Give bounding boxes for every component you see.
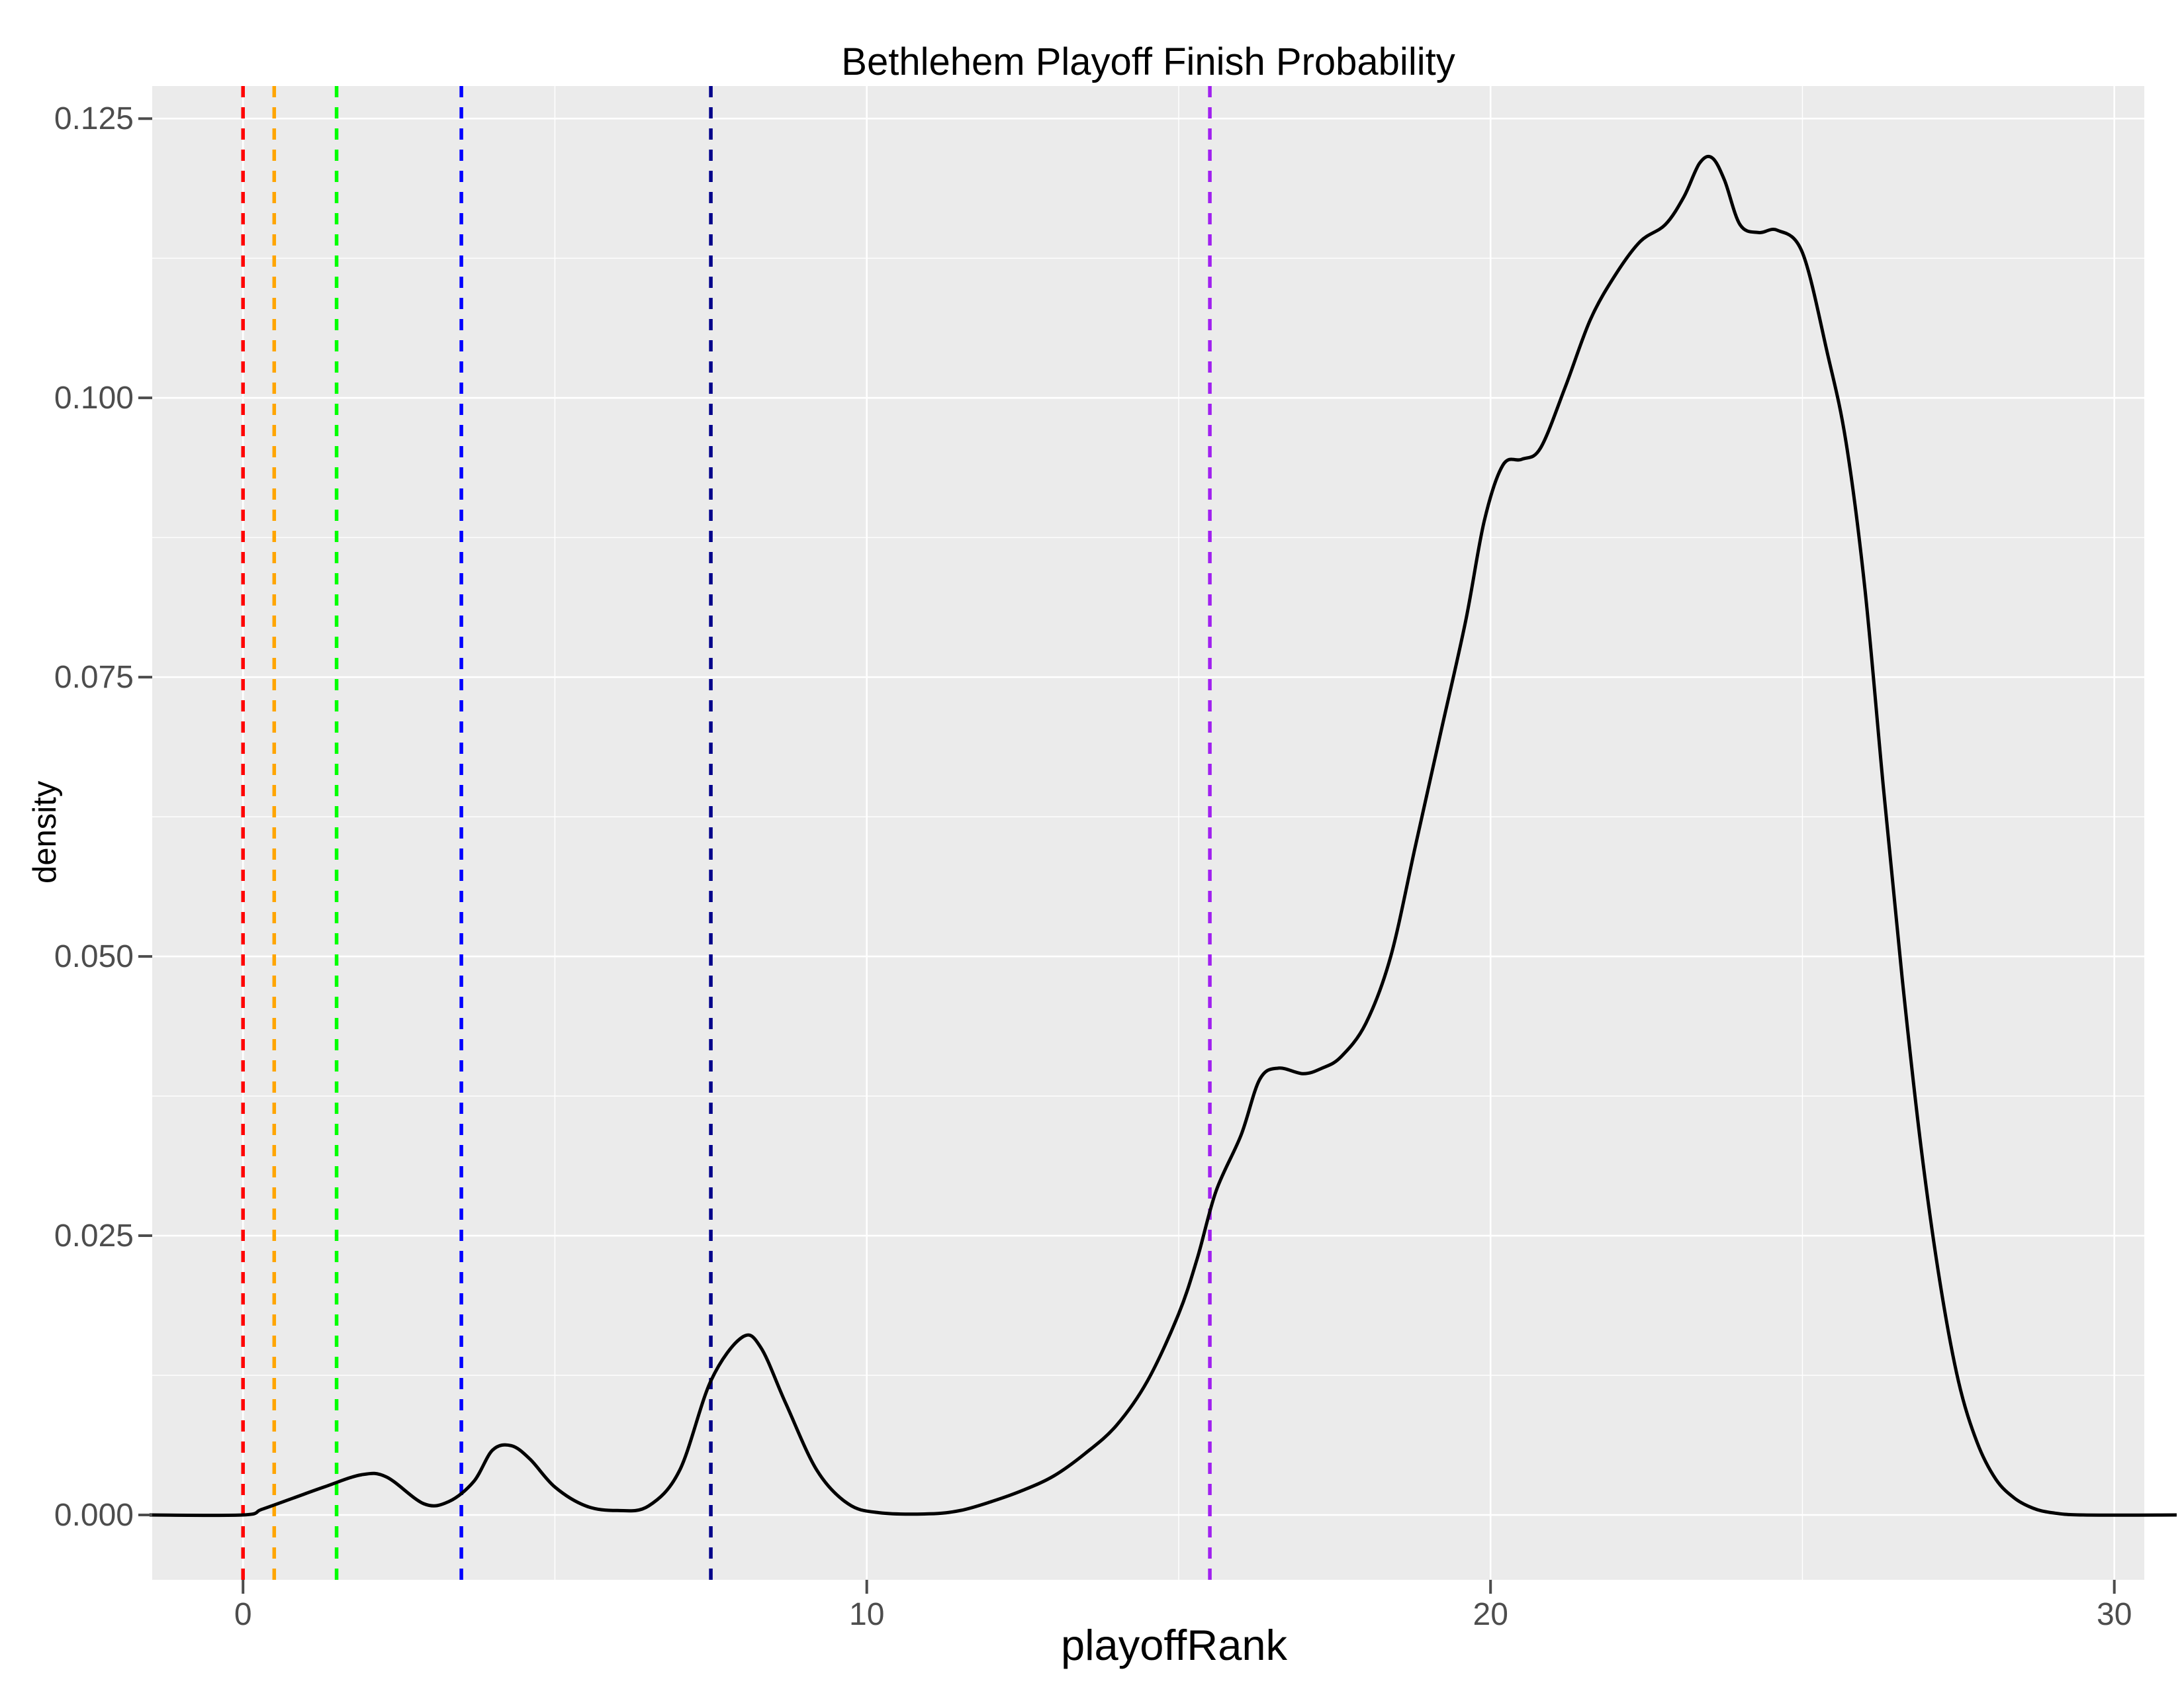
- svg-text:0.050: 0.050: [54, 939, 134, 974]
- svg-text:0: 0: [234, 1597, 252, 1632]
- svg-text:0.100: 0.100: [54, 381, 134, 416]
- svg-text:playoffRank: playoffRank: [1061, 1621, 1288, 1669]
- svg-text:20: 20: [1473, 1597, 1508, 1632]
- svg-text:0.025: 0.025: [54, 1218, 134, 1254]
- svg-text:0.075: 0.075: [54, 660, 134, 695]
- svg-text:0.000: 0.000: [54, 1498, 134, 1533]
- svg-text:0.125: 0.125: [54, 101, 134, 136]
- svg-text:10: 10: [849, 1597, 884, 1632]
- svg-text:30: 30: [2097, 1597, 2132, 1632]
